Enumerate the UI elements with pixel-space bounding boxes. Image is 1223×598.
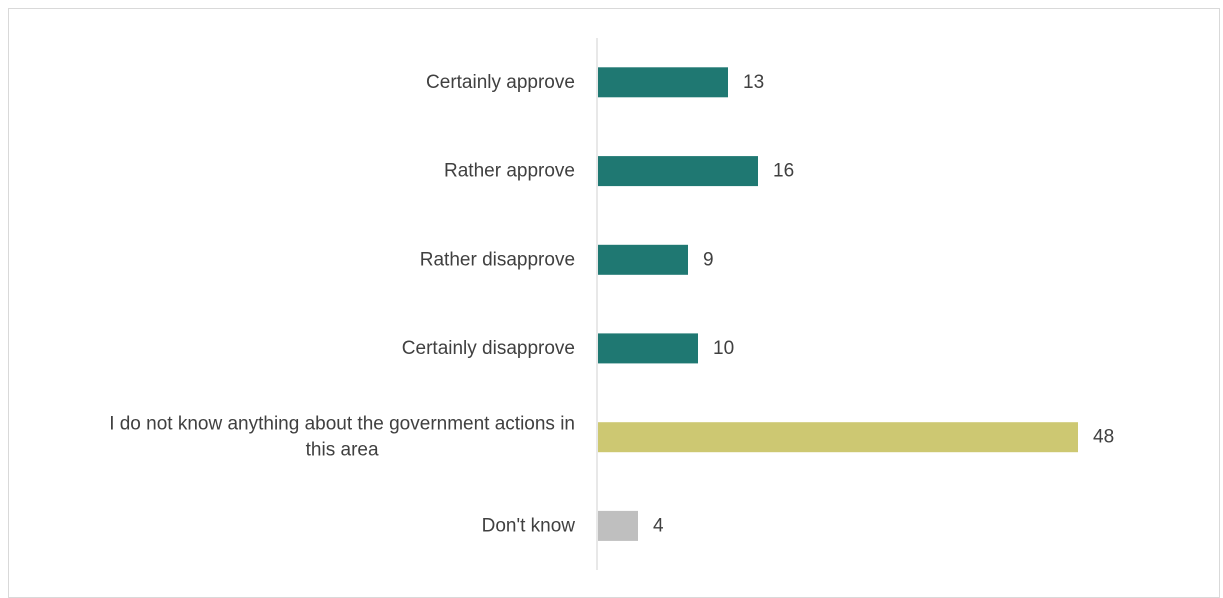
value-label-2: 9 [703, 249, 714, 270]
value-label-3: 10 [713, 338, 734, 359]
bar-0 [598, 67, 728, 98]
bar-5 [598, 510, 638, 541]
bar-2 [598, 244, 688, 275]
chart-frame [8, 8, 1220, 598]
category-label-0: Certainly approve [426, 72, 575, 93]
bar-1 [598, 156, 758, 187]
category-label-1: Rather approve [444, 161, 575, 182]
category-label-4: I do not know anything about the governm… [109, 414, 575, 461]
bar-3 [598, 333, 698, 364]
value-labels: 13 16 9 10 48 4 [653, 72, 1114, 537]
category-label-3: Certainly disapprove [402, 338, 575, 359]
category-label-5: Don't know [482, 515, 576, 536]
bars [598, 67, 1078, 541]
value-label-1: 16 [773, 161, 794, 182]
value-label-4: 48 [1093, 427, 1114, 448]
value-label-5: 4 [653, 515, 664, 536]
category-labels: Certainly approve Rather approve Rather di… [109, 72, 575, 537]
category-label-2: Rather disapprove [420, 249, 575, 270]
bar-4 [598, 422, 1078, 453]
value-label-0: 13 [743, 72, 764, 93]
